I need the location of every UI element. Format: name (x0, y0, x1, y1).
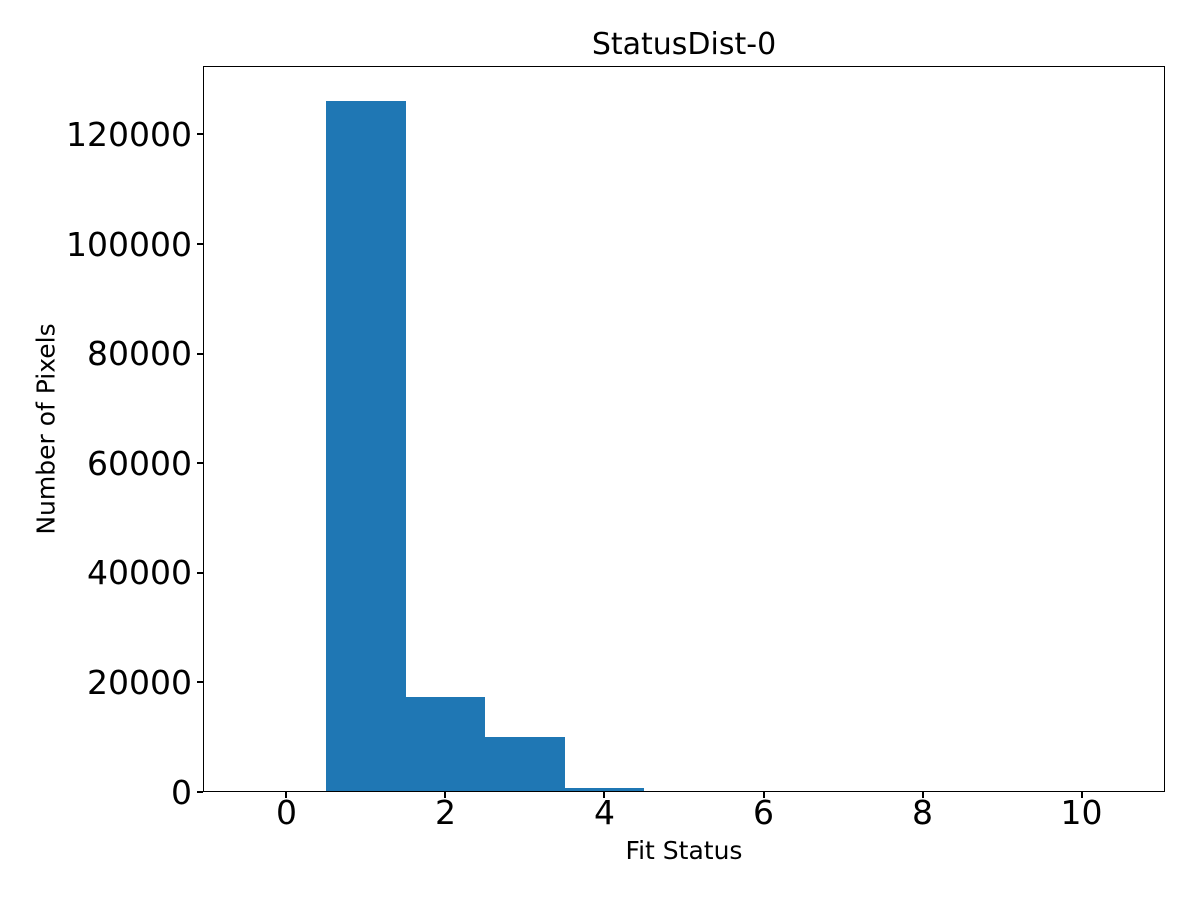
histogram-bar (326, 100, 406, 792)
chart-title: StatusDist-0 (591, 27, 777, 62)
histogram-bar (485, 737, 565, 792)
x-tick-mark (285, 792, 288, 798)
x-axis-label: Fit Status (625, 836, 743, 865)
histogram-bar (405, 696, 486, 792)
y-tick-label: 20000 (87, 662, 192, 702)
y-tick-mark (197, 243, 203, 246)
x-tick-mark (1080, 792, 1083, 798)
x-tick-mark (762, 792, 765, 798)
histogram-bar (564, 788, 645, 792)
x-tick-label: 10 (1060, 793, 1103, 832)
x-tick-label: 6 (753, 793, 774, 832)
y-tick-mark (197, 571, 203, 574)
y-tick-mark (197, 133, 203, 136)
x-tick-label: 4 (593, 793, 615, 832)
y-tick-mark (197, 462, 203, 465)
y-tick-label: 60000 (87, 443, 192, 483)
y-tick-label: 100000 (66, 224, 192, 264)
y-tick-label: 80000 (87, 334, 192, 374)
x-tick-mark (921, 792, 924, 798)
x-tick-label: 8 (912, 793, 933, 832)
x-tick-label: 2 (434, 793, 456, 832)
y-tick-label: 120000 (66, 114, 192, 154)
y-tick-mark (197, 681, 203, 684)
x-tick-mark (444, 792, 447, 798)
y-tick-mark (197, 791, 203, 793)
y-tick-label: 40000 (87, 553, 192, 593)
x-tick-label: 0 (275, 793, 297, 832)
y-tick-label: 0 (171, 772, 192, 812)
y-tick-mark (197, 352, 203, 355)
x-tick-mark (603, 792, 606, 798)
